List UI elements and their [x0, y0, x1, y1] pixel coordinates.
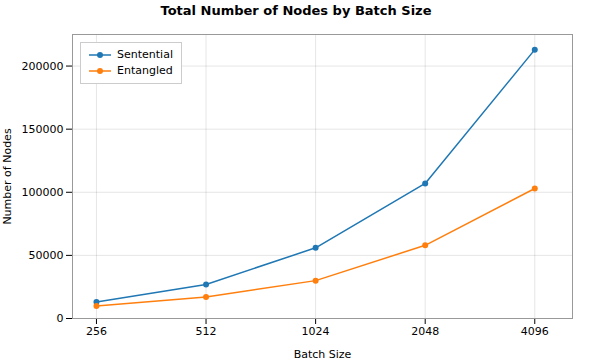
svg-text:150000: 150000	[22, 123, 64, 136]
svg-text:1024: 1024	[302, 325, 330, 338]
svg-text:200000: 200000	[22, 60, 64, 73]
svg-text:Number of Nodes: Number of Nodes	[1, 128, 14, 224]
html-text:Entangled: Entangled	[117, 64, 173, 77]
svg-text:0: 0	[57, 312, 64, 325]
svg-text:2048: 2048	[411, 325, 439, 338]
svg-text:50000: 50000	[29, 249, 64, 262]
html-text:Sentential: Sentential	[117, 48, 173, 61]
svg-text:512: 512	[196, 325, 217, 338]
html-text:Total Number of Nodes by Batch: Total Number of Nodes by Batch Size	[160, 3, 432, 18]
svg-text:Batch Size: Batch Size	[294, 348, 352, 361]
svg-text:4096: 4096	[521, 325, 549, 338]
svg-text:100000: 100000	[22, 186, 64, 199]
svg-text:256: 256	[86, 325, 107, 338]
